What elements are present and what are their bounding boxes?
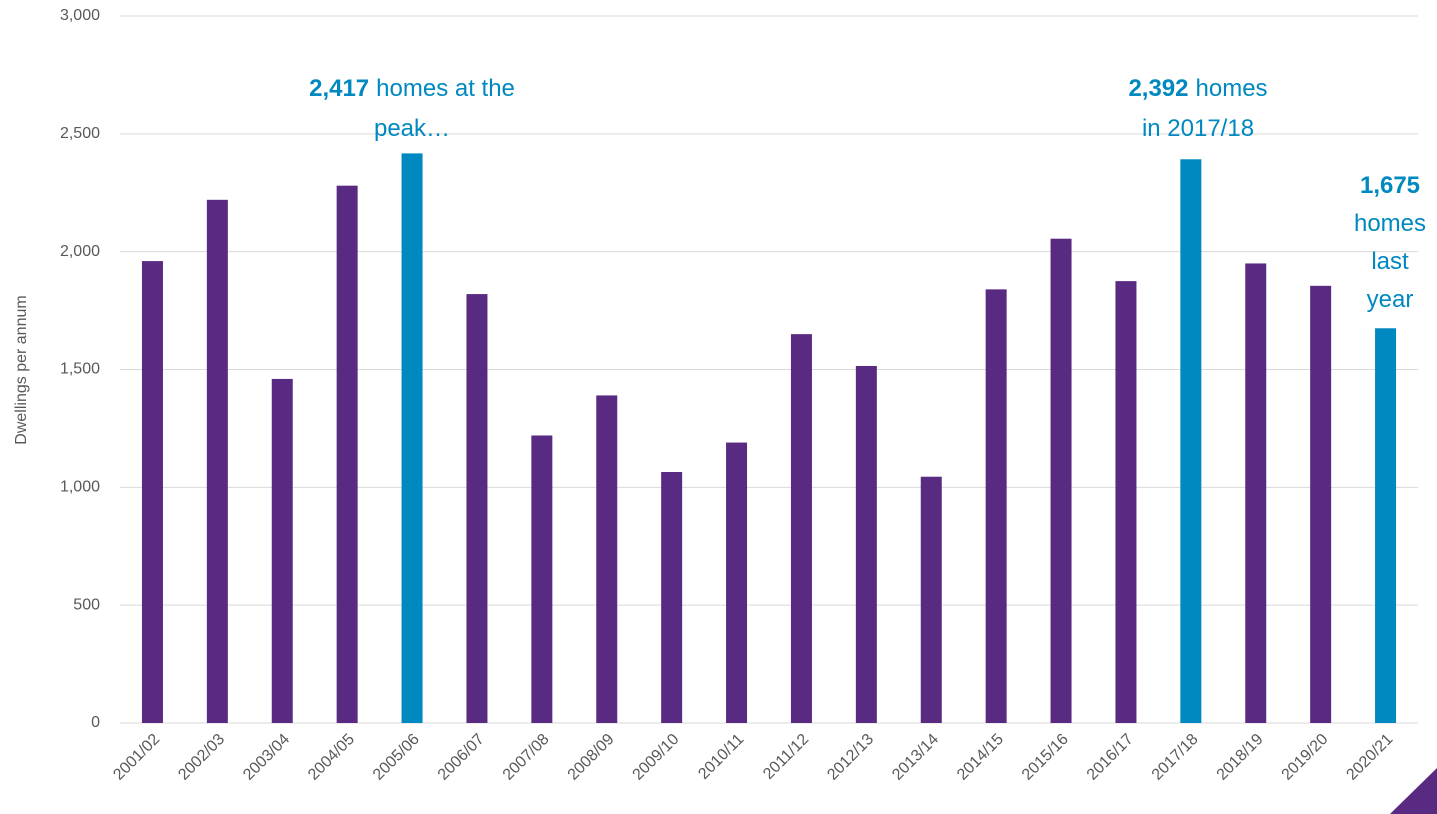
x-tick-label: 2018/19 [1214,731,1267,784]
x-tick-label: 2005/06 [370,731,423,784]
x-tick-label: 2006/07 [435,731,488,784]
bar [1245,263,1267,723]
x-tick-label: 2001/02 [110,731,163,784]
bar [141,261,163,723]
bar [1375,328,1397,723]
x-tick-label: 2009/10 [630,731,683,784]
bar [985,289,1007,723]
x-tick-label: 2003/04 [240,731,293,784]
x-tick-label: 2010/11 [695,731,747,783]
bar [401,153,423,723]
x-tick-label: 2002/03 [175,731,228,784]
annotation-text: homes at the [376,75,515,102]
bar [531,435,553,723]
bar [726,442,748,723]
bar [790,334,812,723]
annotation-text: homes [1196,75,1268,102]
annotation-value: 2,392 [1128,75,1188,102]
bar [1180,159,1202,723]
x-tick-label: 2014/15 [954,731,1007,784]
y-tick-label: 2,500 [60,125,100,142]
x-tick-label: 2012/13 [824,731,877,784]
y-tick-label: 2,000 [60,243,100,260]
bar [855,365,877,723]
annotation-text: in 2017/18 [1142,115,1254,142]
corner-decoration [1390,768,1437,814]
bar [1310,285,1332,723]
x-tick-label: 2015/16 [1019,731,1072,784]
y-tick-label: 0 [91,714,100,731]
annotation-text: peak… [374,115,450,142]
bar [661,472,683,723]
bar [466,294,488,723]
bar [1050,238,1072,723]
annotation: 1,675 [1360,172,1420,199]
y-tick-label: 3,000 [60,7,100,24]
annotation-value: 2,417 [309,75,369,102]
x-tick-label: 2013/14 [889,731,942,784]
bar [1115,281,1137,723]
x-tick-label: 2004/05 [305,731,358,784]
y-tick-label: 1,000 [60,479,100,496]
annotation-text: homes [1354,210,1426,237]
y-tick-label: 1,500 [60,361,100,378]
x-tick-label: 2020/21 [1343,731,1396,784]
annotation: 2,392 homes [1128,75,1267,102]
bar [920,476,942,723]
bar [596,395,618,723]
annotation: 2,417 homes at the [309,75,515,102]
annotation-value: 1,675 [1360,172,1420,199]
x-tick-label: 2016/17 [1084,731,1137,784]
y-tick-label: 500 [73,596,100,613]
x-tick-label: 2017/18 [1149,731,1202,784]
bar [336,185,358,723]
y-axis-label: Dwellings per annum [13,295,30,444]
bar [271,378,293,723]
annotation-text: year [1367,286,1414,313]
bar [206,199,228,723]
x-tick-label: 2007/08 [500,731,553,784]
x-tick-label: 2011/12 [760,731,812,783]
x-tick-label: 2008/09 [565,731,618,784]
x-tick-label: 2019/20 [1279,731,1332,784]
annotation-text: last [1371,248,1409,275]
